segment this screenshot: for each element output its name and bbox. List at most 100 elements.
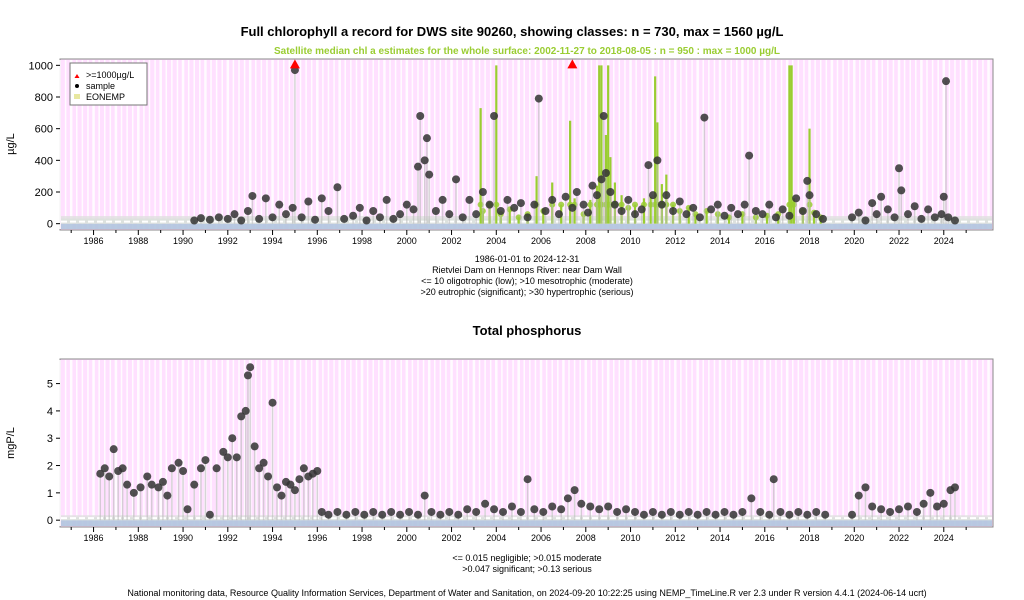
sample-point bbox=[530, 505, 539, 514]
sample-point bbox=[883, 205, 892, 214]
sample-point bbox=[930, 213, 939, 222]
chart2-ylabel: mgP/L bbox=[5, 427, 17, 459]
caption-line: <= 10 oligotrophic (low); >10 mesotrophi… bbox=[421, 276, 633, 286]
class-band-serious bbox=[61, 223, 992, 229]
sample-point bbox=[190, 216, 199, 225]
sample-point bbox=[933, 502, 942, 511]
sample-point bbox=[163, 491, 172, 500]
y-tick-label: 4 bbox=[47, 406, 53, 418]
sample-point bbox=[648, 191, 657, 200]
sample-point bbox=[295, 475, 304, 484]
sample-point bbox=[548, 502, 557, 511]
sample-point bbox=[756, 507, 765, 516]
sample-point bbox=[818, 214, 827, 223]
sample-point bbox=[313, 467, 322, 475]
y-tick-label: 5 bbox=[47, 379, 53, 391]
sample-point bbox=[409, 205, 418, 214]
sample-point bbox=[631, 210, 640, 219]
caption-line: >0.047 significant; >0.13 serious bbox=[462, 564, 592, 574]
x-tick-label: 1986 bbox=[84, 533, 104, 543]
sample-point bbox=[183, 505, 192, 514]
sample-point bbox=[205, 510, 214, 519]
chart2-sample-series bbox=[96, 363, 959, 521]
sample-point bbox=[465, 195, 474, 204]
x-tick-label: 2018 bbox=[800, 533, 820, 543]
sample-point bbox=[510, 203, 519, 212]
x-tick-label: 2008 bbox=[576, 236, 596, 246]
x-tick-label: 2024 bbox=[934, 533, 954, 543]
x-tick-label: 2004 bbox=[486, 533, 506, 543]
sample-point bbox=[342, 510, 351, 519]
y-tick-label: 1 bbox=[47, 488, 53, 500]
sample-point bbox=[738, 507, 747, 516]
sample-point bbox=[232, 453, 241, 462]
caption-line: <= 0.015 negligible; >0.015 moderate bbox=[452, 553, 602, 563]
sample-point bbox=[317, 194, 326, 203]
chart1-subtitle: Satellite median chl a estimates for the… bbox=[274, 46, 780, 57]
sample-point bbox=[924, 205, 933, 214]
sample-point bbox=[427, 507, 436, 516]
sample-point bbox=[622, 505, 631, 514]
sample-point bbox=[143, 472, 152, 481]
sample-point bbox=[554, 210, 563, 219]
sample-point bbox=[324, 510, 333, 519]
sample-point bbox=[490, 505, 499, 514]
sample-point bbox=[297, 213, 306, 222]
x-tick-label: 2022 bbox=[889, 236, 909, 246]
sample-point bbox=[420, 491, 429, 500]
sample-point bbox=[592, 191, 601, 200]
sample-point bbox=[563, 494, 572, 503]
sample-point bbox=[689, 203, 698, 212]
sample-point bbox=[950, 483, 959, 492]
sample-point bbox=[745, 151, 754, 160]
sample-point bbox=[821, 510, 830, 519]
sample-point bbox=[711, 510, 720, 519]
sample-point bbox=[942, 77, 951, 86]
sample-point bbox=[805, 191, 814, 200]
sample-point bbox=[539, 507, 548, 516]
sample-point bbox=[237, 216, 246, 225]
sample-point bbox=[190, 480, 199, 489]
chart1-exceedance-markers bbox=[289, 59, 578, 69]
sample-point bbox=[595, 505, 604, 514]
x-tick-label: 1992 bbox=[218, 236, 238, 246]
y-tick-label: 600 bbox=[35, 124, 53, 136]
x-tick-label: 2016 bbox=[755, 533, 775, 543]
sample-point bbox=[695, 213, 704, 222]
sample-point bbox=[534, 94, 543, 103]
sample-point bbox=[798, 207, 807, 215]
sample-point bbox=[868, 502, 877, 511]
sample-point bbox=[286, 480, 295, 489]
sample-point bbox=[416, 112, 425, 120]
sample-point bbox=[241, 406, 250, 415]
sample-point bbox=[324, 207, 333, 215]
sample-point bbox=[413, 510, 422, 519]
chart2-grid bbox=[59, 360, 990, 526]
x-tick-label: 1996 bbox=[307, 533, 327, 543]
sample-point bbox=[212, 464, 221, 473]
chart2-y-axis: 0 1 2 3 4 5 bbox=[47, 379, 60, 527]
x-tick-label: 1986 bbox=[84, 236, 104, 246]
x-tick-label: 2022 bbox=[889, 533, 909, 543]
sample-point bbox=[713, 200, 722, 209]
sample-point bbox=[507, 502, 516, 511]
sample-point bbox=[299, 464, 308, 473]
sample-point bbox=[648, 507, 657, 516]
sample-point bbox=[340, 214, 349, 223]
x-tick-label: 2024 bbox=[934, 236, 954, 246]
sample-point bbox=[349, 211, 358, 220]
sample-point bbox=[472, 507, 481, 516]
x-tick-label: 2012 bbox=[665, 236, 685, 246]
sample-point bbox=[794, 507, 803, 516]
sample-point bbox=[255, 464, 264, 473]
sample-point bbox=[478, 188, 487, 196]
sample-point bbox=[201, 456, 210, 465]
x-tick-label: 1992 bbox=[218, 533, 238, 543]
chart1-legend[interactable]: >=1000µg/L sample EONEMP bbox=[69, 62, 148, 106]
sample-point bbox=[369, 207, 378, 215]
sample-point bbox=[275, 200, 284, 209]
x-tick-label: 2006 bbox=[531, 236, 551, 246]
sample-point bbox=[733, 210, 742, 219]
sample-point bbox=[682, 210, 691, 219]
sample-point bbox=[425, 170, 434, 179]
